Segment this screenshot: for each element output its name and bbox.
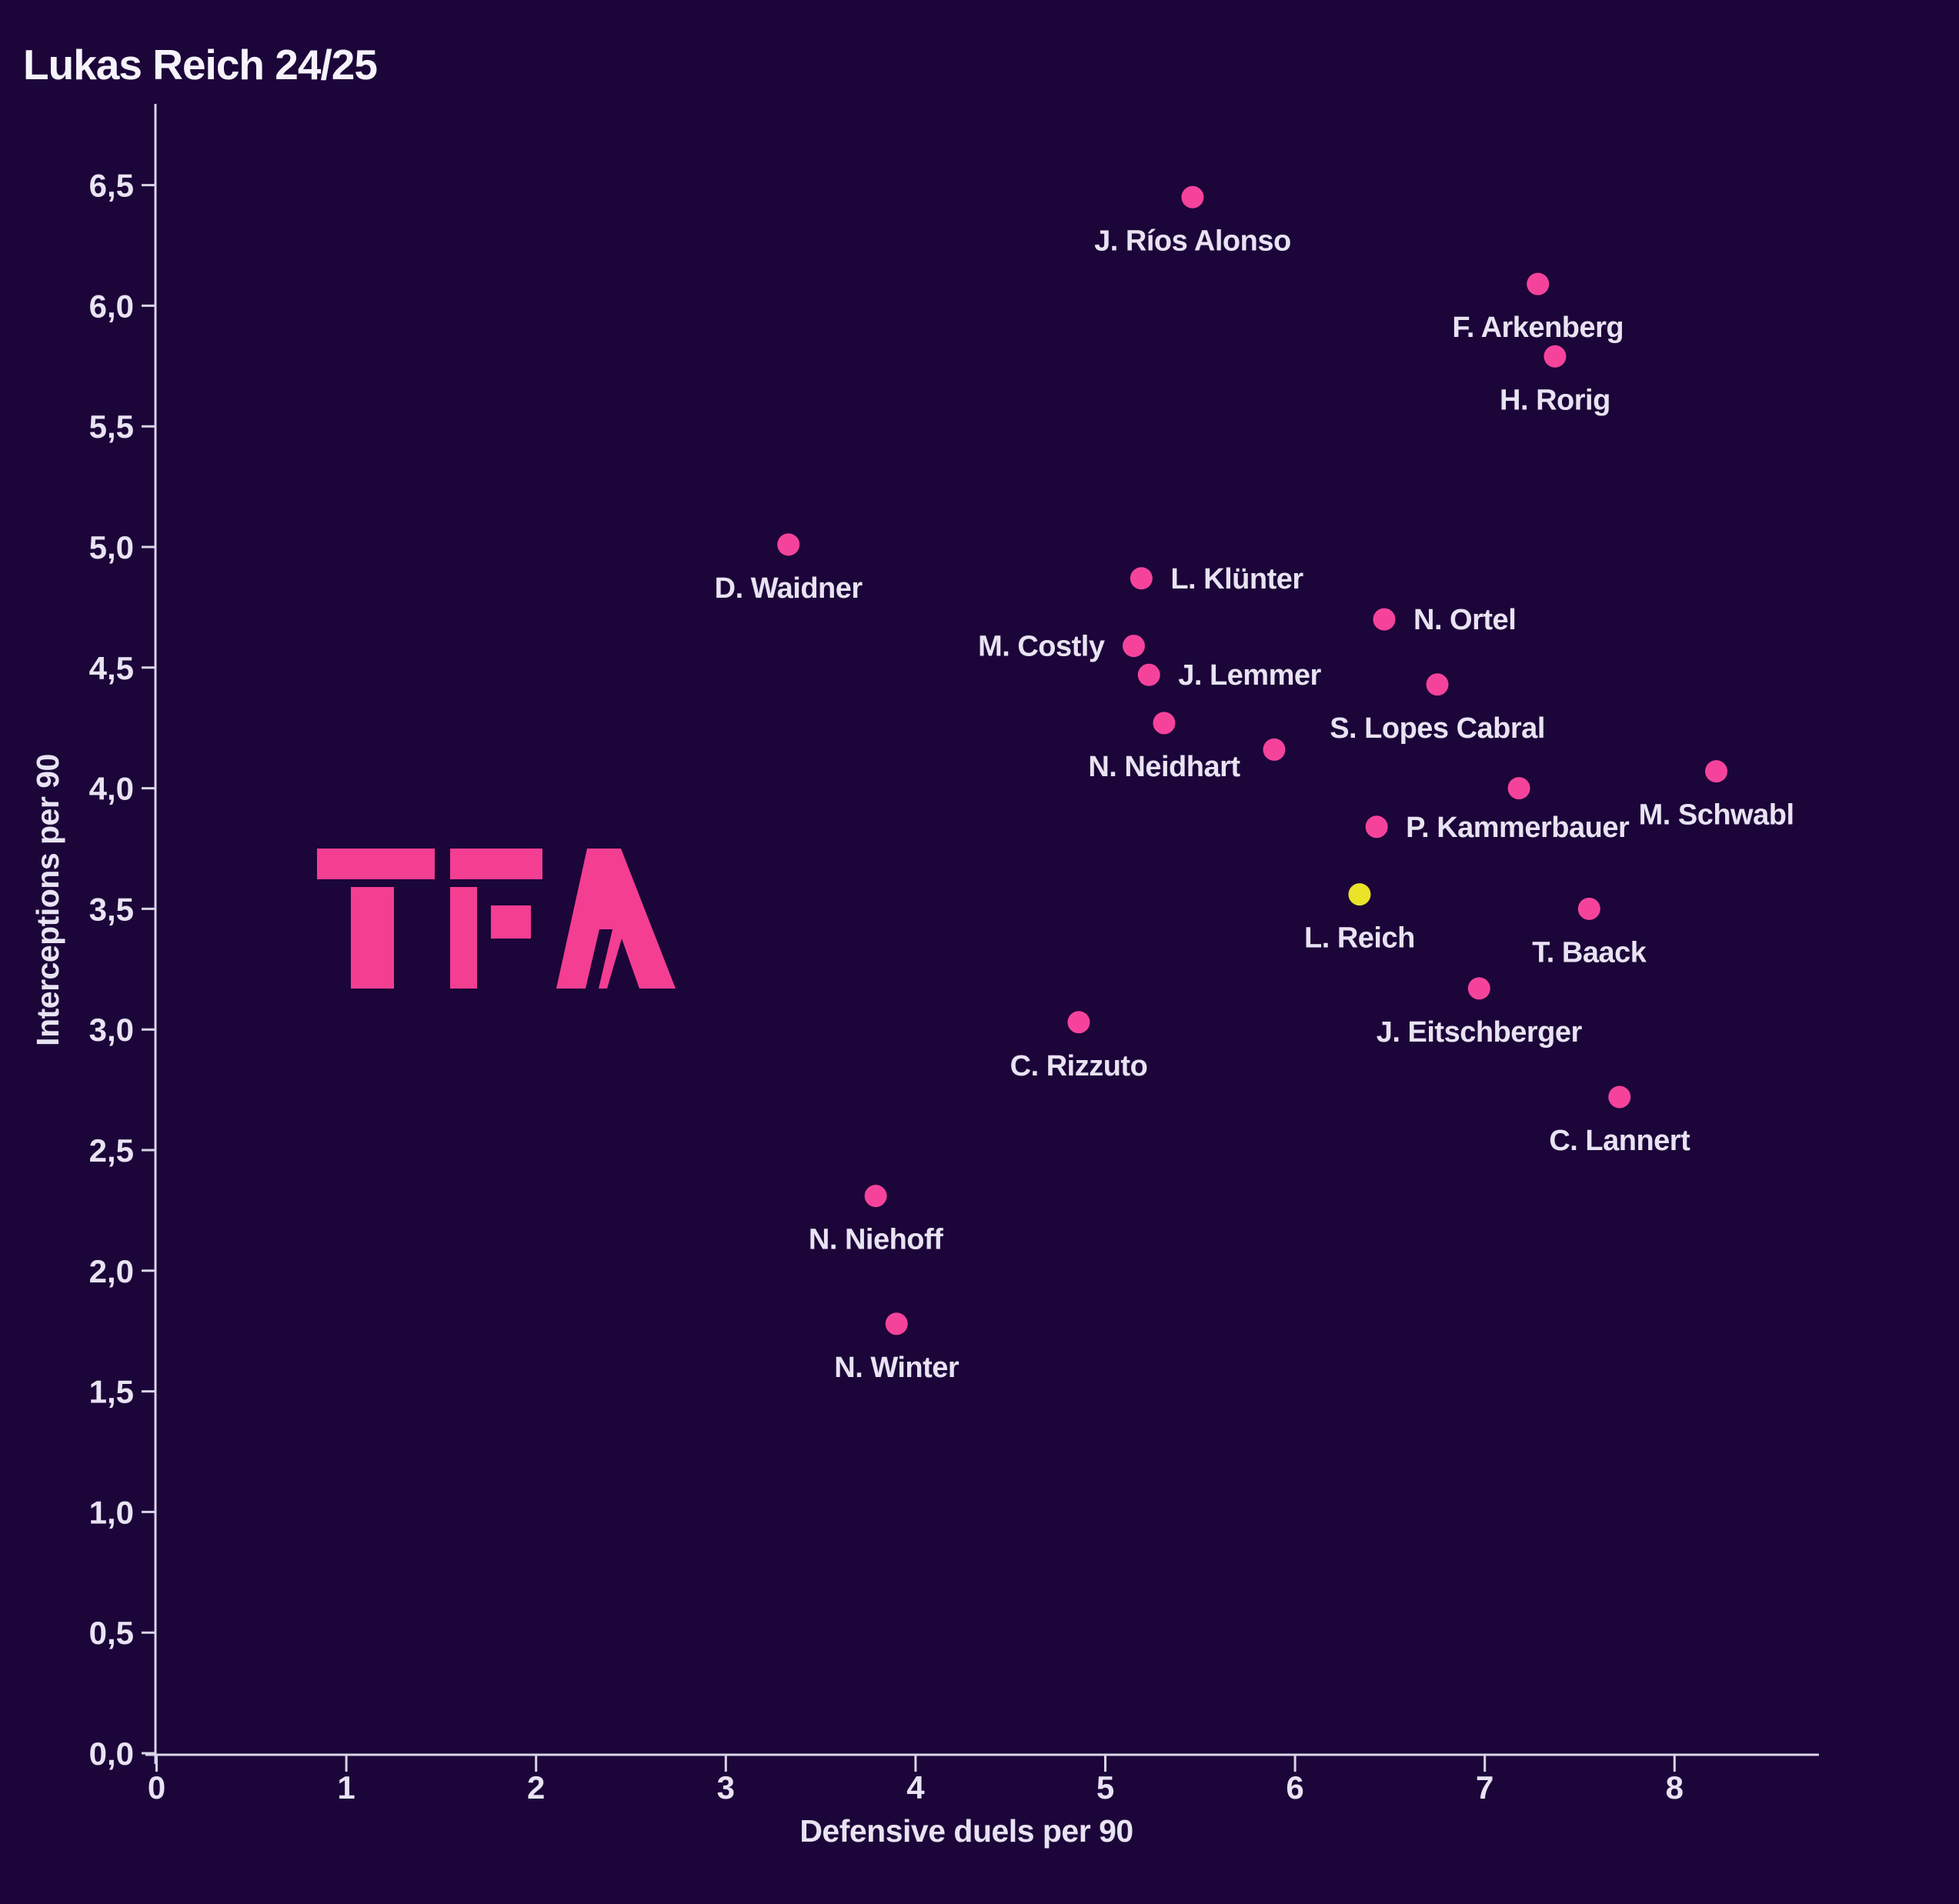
player-dot [1608, 1085, 1631, 1109]
tfa-logo-watermark [317, 849, 676, 989]
x-tick-label: 6 [1286, 1769, 1303, 1806]
player-dot [1137, 663, 1160, 686]
x-axis-title: Defensive duels per 90 [799, 1813, 1133, 1849]
y-tick-label: 2,0 [89, 1253, 134, 1289]
point-label: N. Niehoff [809, 1224, 943, 1256]
tfa-f-bar [450, 849, 542, 879]
point-label: F. Arkenberg [1452, 312, 1624, 344]
y-tick-label: 6,0 [89, 288, 134, 324]
player-dot [1705, 760, 1728, 783]
highlighted-player-dot [1348, 883, 1371, 906]
player-dot [1067, 1011, 1090, 1034]
point-label: J. Ríos Alonso [1094, 225, 1291, 257]
point-label: J. Lemmer [1178, 659, 1321, 692]
player-dot [885, 1312, 908, 1335]
player-dot [1507, 777, 1530, 800]
player-dot [1122, 635, 1145, 658]
point-label: L. Klünter [1170, 563, 1303, 595]
player-dot [1373, 608, 1396, 631]
x-tick-label: 7 [1476, 1769, 1493, 1806]
tfa-a-slash-cut [586, 929, 612, 989]
player-dot [864, 1185, 887, 1208]
point-label: M. Schwabl [1639, 799, 1794, 832]
player-dot [1263, 738, 1286, 761]
point-label: D. Waidner [715, 572, 863, 605]
axis-ticks: 0,0 0,5 1,0 1,5 2,0 2,5 3,0 3,5 4,0 4,5 5,0 5,5 6,0 6… [89, 168, 1684, 1806]
player-dot [1153, 712, 1176, 735]
point-label: S. Lopes Cabral [1330, 712, 1545, 745]
tfa-a-cutouts [586, 929, 639, 989]
y-tick-label: 5,5 [89, 408, 134, 445]
point-label: N. Neidhart [1088, 751, 1240, 783]
x-tick-label: 1 [337, 1769, 355, 1806]
tfa-f-stem [450, 887, 477, 989]
y-tick-label: 5,0 [89, 529, 134, 565]
y-tick-label: 0,5 [89, 1615, 134, 1651]
point-label: H. Rorig [1500, 384, 1610, 416]
player-dot [1527, 272, 1550, 295]
player-dot [1544, 345, 1567, 368]
x-tick-label: 2 [527, 1769, 545, 1806]
x-tick-label: 5 [1096, 1769, 1114, 1806]
point-label: C. Rizzuto [1010, 1050, 1148, 1082]
point-label: T. Baack [1532, 936, 1647, 969]
point-label: J. Eitschberger [1377, 1016, 1583, 1049]
tfa-t-bar [317, 849, 435, 879]
y-axis-title: Interceptions per 90 [30, 754, 65, 1046]
point-label: L. Reich [1304, 922, 1415, 955]
x-tick-label: 4 [906, 1769, 925, 1806]
point-label: M. Costly [978, 631, 1105, 663]
player-dot [1365, 815, 1388, 839]
tfa-a-body [556, 849, 676, 989]
x-tick-label: 0 [148, 1769, 165, 1806]
y-tick-label: 3,0 [89, 1012, 134, 1048]
player-dot [1426, 673, 1449, 696]
y-tick-label: 3,5 [89, 891, 134, 927]
y-tick-label: 6,5 [89, 168, 134, 204]
player-dot [1467, 977, 1490, 1000]
y-tick-label: 0,0 [89, 1736, 134, 1772]
y-tick-label: 1,5 [89, 1374, 134, 1410]
point-label: C. Lannert [1549, 1125, 1690, 1157]
tfa-t-stem [351, 887, 394, 989]
point-label: P. Kammerbauer [1406, 812, 1630, 844]
player-dot [1130, 567, 1153, 590]
y-tick-label: 1,0 [89, 1494, 134, 1530]
x-tick-label: 3 [717, 1769, 735, 1806]
chart-title: Lukas Reich 24/25 [23, 41, 378, 88]
tfa-letters [317, 849, 676, 989]
y-tick-label: 2,5 [89, 1132, 134, 1169]
point-label: N. Ortel [1413, 604, 1516, 636]
player-dot [1181, 185, 1204, 208]
tfa-a-notch-cut [607, 939, 639, 989]
y-tick-label: 4,0 [89, 771, 134, 807]
player-dot [777, 533, 800, 556]
point-label: N. Winter [834, 1352, 959, 1384]
y-tick-label: 4,5 [89, 650, 134, 686]
scatter-points: J. Ríos Alonso F. Arkenberg H. Rorig D. Wai… [712, 185, 1797, 1386]
x-tick-label: 8 [1666, 1769, 1684, 1806]
tfa-f-mid [491, 905, 531, 939]
player-dot [1577, 897, 1600, 920]
